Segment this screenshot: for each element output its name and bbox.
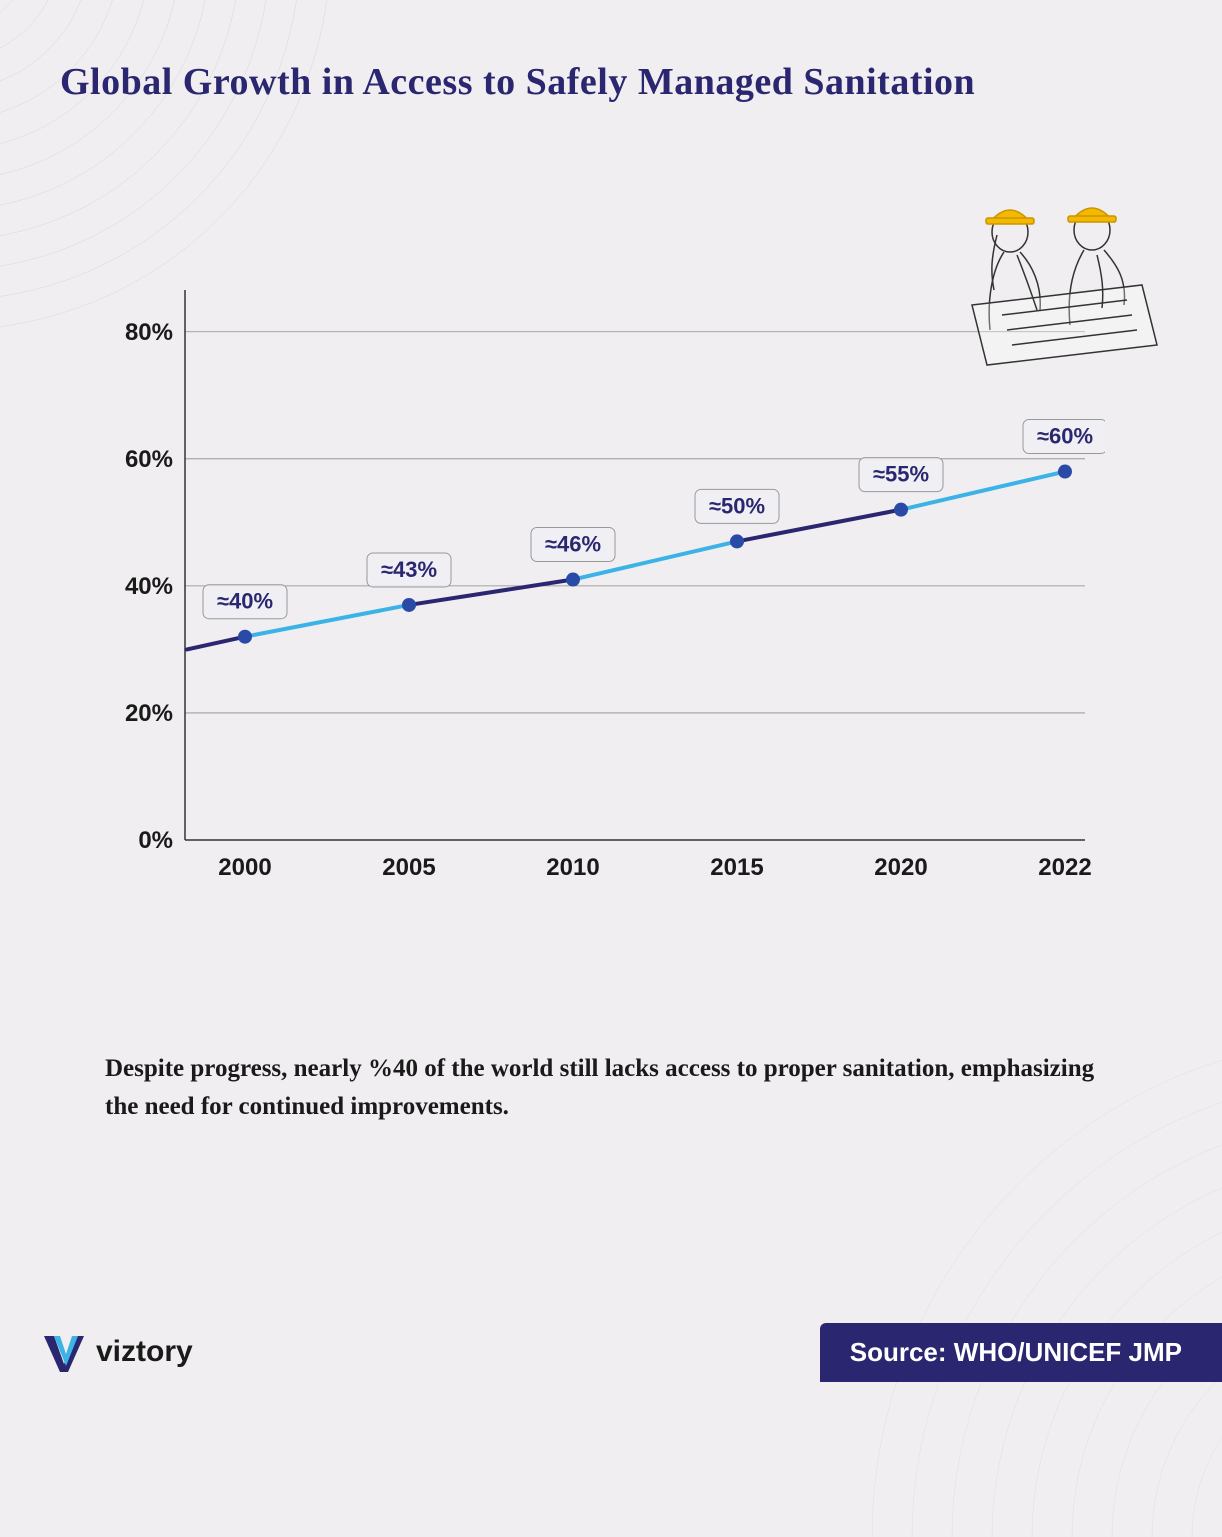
svg-text:≈46%: ≈46% — [545, 532, 601, 557]
svg-text:≈55%: ≈55% — [873, 462, 929, 487]
logo-text: viztory — [96, 1335, 193, 1369]
svg-text:2020: 2020 — [874, 854, 927, 881]
svg-text:≈60%: ≈60% — [1037, 424, 1093, 449]
caption-text: Despite progress, nearly %40 of the worl… — [105, 1050, 1117, 1125]
svg-text:2022: 2022 — [1038, 854, 1091, 881]
svg-text:20%: 20% — [125, 700, 173, 727]
svg-text:80%: 80% — [125, 319, 173, 346]
svg-text:≈43%: ≈43% — [381, 557, 437, 582]
svg-text:0%: 0% — [138, 827, 173, 854]
svg-text:≈50%: ≈50% — [709, 493, 765, 518]
svg-text:40%: 40% — [125, 573, 173, 600]
workers-illustration — [932, 160, 1192, 380]
source-bar: Source: WHO/UNICEF JMP — [820, 1323, 1222, 1382]
page-title: Global Growth in Access to Safely Manage… — [60, 60, 1162, 104]
svg-text:2015: 2015 — [710, 854, 763, 881]
logo: viztory — [0, 1328, 193, 1376]
logo-icon — [40, 1328, 88, 1376]
svg-text:2000: 2000 — [218, 854, 271, 881]
svg-text:60%: 60% — [125, 446, 173, 473]
footer: viztory Source: WHO/UNICEF JMP — [0, 1317, 1222, 1387]
svg-text:2010: 2010 — [546, 854, 599, 881]
svg-text:≈40%: ≈40% — [217, 589, 273, 614]
svg-text:2005: 2005 — [382, 854, 435, 881]
